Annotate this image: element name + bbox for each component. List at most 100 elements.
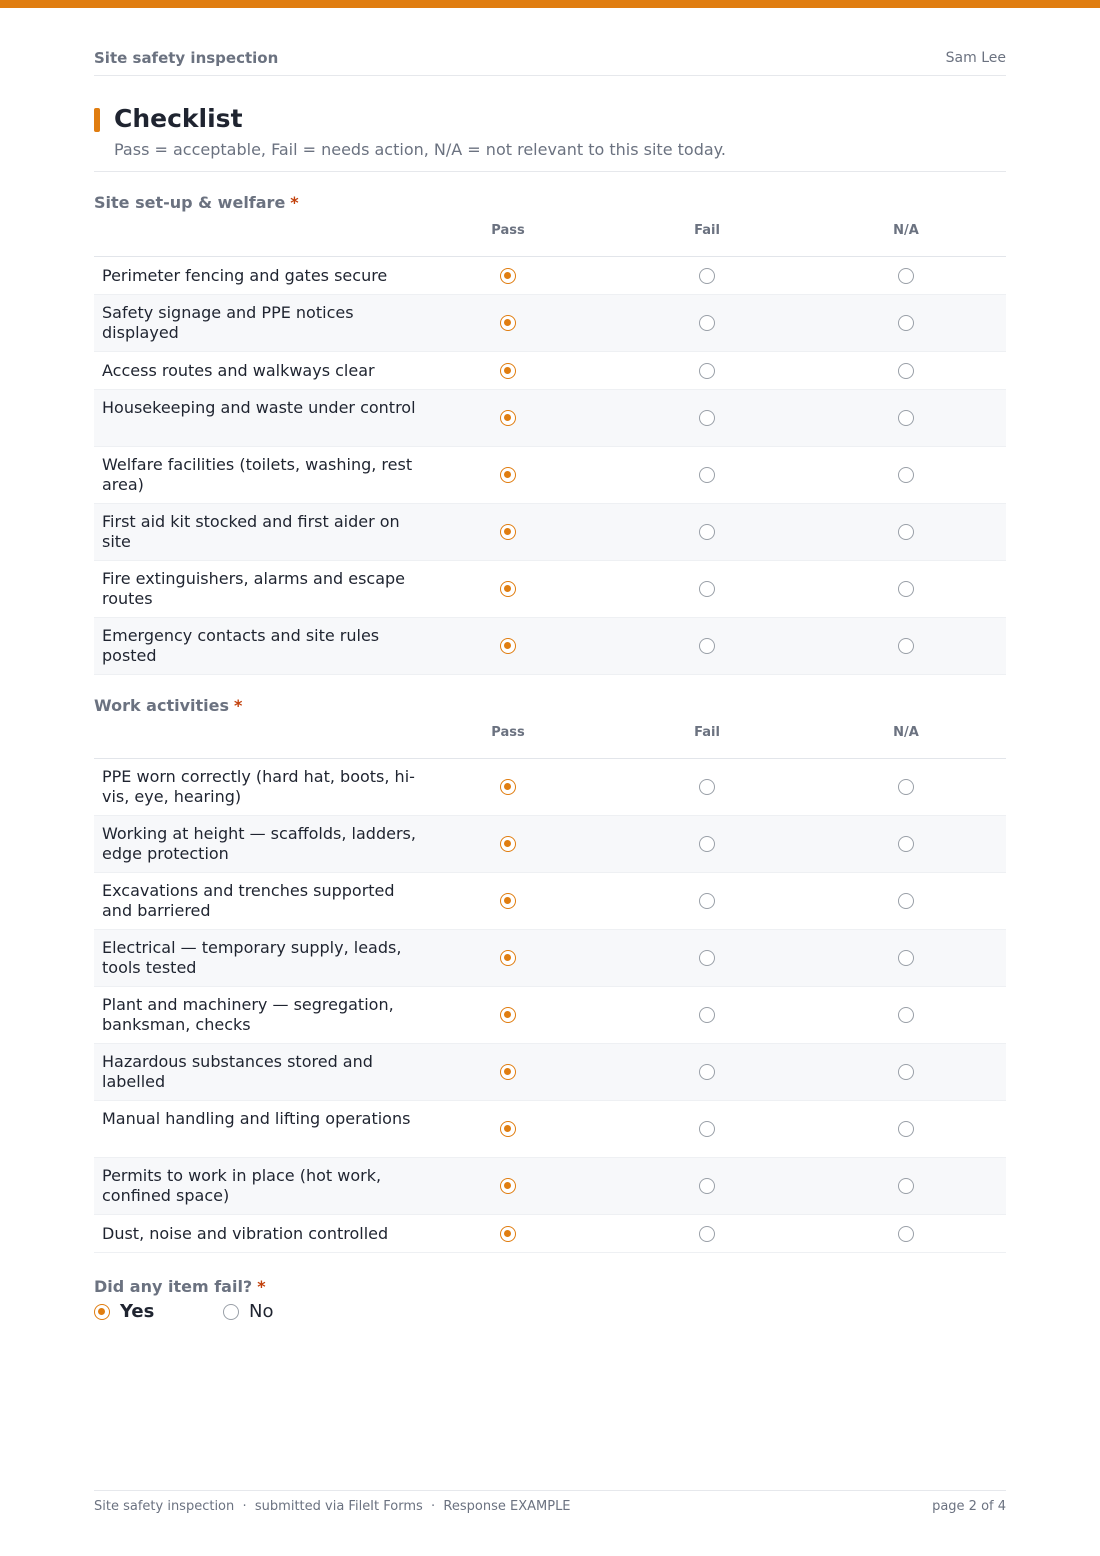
column-header-fail: Fail	[694, 725, 720, 740]
radio-unselected-icon[interactable]	[699, 267, 715, 284]
table-row: Housekeeping and waste under control	[94, 390, 1006, 447]
row-label: Fire extinguishers, alarms and escape ro…	[102, 569, 406, 608]
radio-unselected-icon[interactable]	[699, 1225, 715, 1242]
row-label: Hazardous substances stored and labelled	[102, 1052, 373, 1091]
radio-selected-icon[interactable]	[500, 362, 516, 379]
section-header: Checklist Pass = acceptable, Fail = need…	[94, 104, 1006, 172]
radio-selected-icon[interactable]	[500, 1007, 516, 1023]
group-label-text: Work activities	[94, 696, 230, 715]
radio-selected-icon[interactable]	[500, 467, 516, 483]
radio-unselected-icon[interactable]	[898, 1121, 914, 1137]
row-label: Excavations and trenches supported and b…	[102, 881, 395, 920]
radio-unselected-icon[interactable]	[699, 1178, 715, 1194]
radio-unselected-icon[interactable]	[898, 362, 914, 379]
radio-unselected-icon[interactable]	[699, 524, 715, 540]
radio-unselected-icon[interactable]	[898, 581, 914, 597]
radio-selected-icon[interactable]	[500, 950, 516, 966]
column-header-fail: Fail	[694, 223, 720, 238]
radio-selected-icon[interactable]	[500, 267, 516, 284]
fail-question-label: Did any item fail? *	[94, 1277, 266, 1296]
radio-selected-icon[interactable]	[500, 315, 516, 331]
row-label: Access routes and walkways clear	[102, 361, 375, 380]
table-row: Plant and machinery — segregation, banks…	[94, 987, 1006, 1044]
table-row: Permits to work in place (hot work, conf…	[94, 1158, 1006, 1215]
column-header-na: N/A	[893, 725, 919, 740]
required-mark: *	[234, 696, 243, 715]
required-mark: *	[290, 193, 299, 212]
group-label-text: Site set-up & welfare	[94, 193, 286, 212]
page-footer: Site safety inspection · submitted via F…	[94, 1490, 1006, 1530]
table-row: Dust, noise and vibration controlled	[94, 1215, 1006, 1253]
table-row: Access routes and walkways clear	[94, 352, 1006, 390]
radio-unselected-icon[interactable]	[699, 1121, 715, 1137]
radio-unselected-icon[interactable]	[898, 467, 914, 483]
table-row: Perimeter fencing and gates secure	[94, 257, 1006, 295]
radio-unselected-icon[interactable]	[223, 1304, 239, 1320]
radio-unselected-icon[interactable]	[699, 836, 715, 852]
row-label: Permits to work in place (hot work, conf…	[102, 1166, 382, 1205]
radio-unselected-icon[interactable]	[898, 1064, 914, 1080]
radio-unselected-icon[interactable]	[699, 1064, 715, 1080]
radio-selected-icon[interactable]	[500, 1064, 516, 1080]
row-label: Manual handling and lifting operations	[102, 1109, 411, 1128]
radio-unselected-icon[interactable]	[898, 893, 914, 909]
row-label: Perimeter fencing and gates secure	[102, 266, 388, 285]
radio-unselected-icon[interactable]	[699, 893, 715, 909]
radio-unselected-icon[interactable]	[699, 410, 715, 426]
radio-selected-icon[interactable]	[500, 581, 516, 597]
radio-unselected-icon[interactable]	[699, 950, 715, 966]
table-row: Excavations and trenches supported and b…	[94, 873, 1006, 930]
grid-work-activities: Pass Fail N/A PPE worn correctly (hard hat,…	[94, 721, 1006, 1253]
row-label: Safety signage and PPE notices displayed	[102, 303, 354, 342]
radio-selected-icon[interactable]	[500, 410, 516, 426]
radio-unselected-icon[interactable]	[898, 410, 914, 426]
table-row: First aid kit stocked and first aider on…	[94, 504, 1006, 561]
table-row: Manual handling and lifting operations	[94, 1101, 1006, 1158]
top-accent-bar	[0, 0, 1100, 8]
column-header-pass: Pass	[491, 223, 525, 238]
radio-selected-icon[interactable]	[500, 893, 516, 909]
section-accent-bar	[94, 108, 100, 132]
radio-unselected-icon[interactable]	[898, 315, 914, 331]
row-label: PPE worn correctly (hard hat, boots, hi-…	[102, 767, 415, 806]
radio-unselected-icon[interactable]	[898, 1225, 914, 1242]
radio-unselected-icon[interactable]	[699, 638, 715, 654]
user-name: Sam Lee	[945, 50, 1006, 66]
radio-selected-icon[interactable]	[500, 1121, 516, 1137]
radio-unselected-icon[interactable]	[898, 267, 914, 284]
radio-unselected-icon[interactable]	[898, 836, 914, 852]
row-label: Housekeeping and waste under control	[102, 398, 416, 417]
row-label: First aid kit stocked and first aider on…	[102, 512, 400, 551]
table-row: Emergency contacts and site rules posted	[94, 618, 1006, 675]
radio-selected-icon[interactable]	[500, 779, 516, 795]
radio-selected-icon[interactable]	[500, 836, 516, 852]
option-label: Yes	[120, 1301, 155, 1322]
row-label: Welfare facilities (toilets, washing, re…	[102, 455, 413, 494]
radio-unselected-icon[interactable]	[898, 1007, 914, 1023]
radio-unselected-icon[interactable]	[699, 362, 715, 379]
radio-unselected-icon[interactable]	[898, 950, 914, 966]
radio-unselected-icon[interactable]	[699, 467, 715, 483]
form-header: Site safety inspection Sam Lee	[94, 46, 1006, 76]
radio-selected-icon[interactable]	[94, 1304, 110, 1320]
row-label: Electrical — temporary supply, leads, to…	[102, 938, 402, 977]
radio-unselected-icon[interactable]	[898, 1178, 914, 1194]
table-row: Safety signage and PPE notices displayed	[94, 295, 1006, 352]
radio-selected-icon[interactable]	[500, 524, 516, 540]
group-label-work-activities: Work activities *	[94, 696, 242, 715]
radio-unselected-icon[interactable]	[898, 779, 914, 795]
table-row: Welfare facilities (toilets, washing, re…	[94, 447, 1006, 504]
radio-unselected-icon[interactable]	[699, 1007, 715, 1023]
table-row: Fire extinguishers, alarms and escape ro…	[94, 561, 1006, 618]
radio-selected-icon[interactable]	[500, 1178, 516, 1194]
table-row: Hazardous substances stored and labelled	[94, 1044, 1006, 1101]
column-header-na: N/A	[893, 223, 919, 238]
radio-unselected-icon[interactable]	[699, 581, 715, 597]
radio-selected-icon[interactable]	[500, 1225, 516, 1242]
radio-unselected-icon[interactable]	[699, 779, 715, 795]
radio-selected-icon[interactable]	[500, 638, 516, 654]
row-label: Dust, noise and vibration controlled	[102, 1224, 389, 1243]
radio-unselected-icon[interactable]	[898, 524, 914, 540]
radio-unselected-icon[interactable]	[898, 638, 914, 654]
radio-unselected-icon[interactable]	[699, 315, 715, 331]
